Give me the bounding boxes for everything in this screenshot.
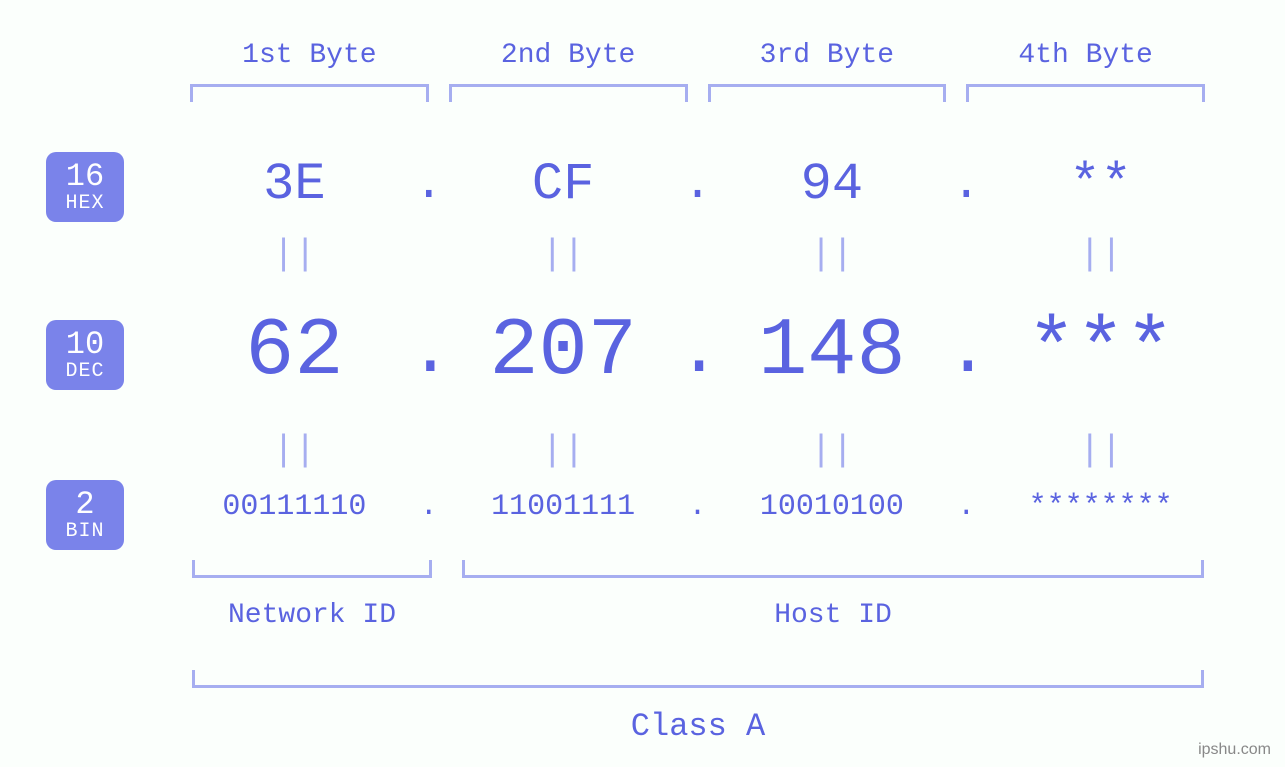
hex-byte-4: ** <box>986 155 1215 214</box>
host-id-bracket <box>462 560 1204 578</box>
bracket-byte-3 <box>708 84 947 102</box>
host-id-label: Host ID <box>462 600 1204 631</box>
hex-byte-1: 3E <box>180 155 409 214</box>
dec-byte-2: 207 <box>449 305 678 398</box>
bracket-byte-2 <box>449 84 688 102</box>
equals-icon: || <box>986 234 1215 275</box>
equals-icon: || <box>718 234 947 275</box>
ip-diagram: 1st Byte 2nd Byte 3rd Byte 4th Byte 16 H… <box>0 0 1285 767</box>
dot-separator: . <box>946 158 986 212</box>
network-id-bracket <box>192 560 432 578</box>
hex-badge-label: HEX <box>65 193 104 214</box>
bracket-byte-4 <box>966 84 1205 102</box>
byte-header-2: 2nd Byte <box>439 40 698 71</box>
hex-row: 3E . CF . 94 . ** <box>180 155 1215 214</box>
byte-header-4: 4th Byte <box>956 40 1215 71</box>
bin-badge-label: BIN <box>65 521 104 542</box>
hex-byte-3: 94 <box>718 155 947 214</box>
equals-icon: || <box>180 234 409 275</box>
dot-separator: . <box>946 311 986 393</box>
bin-byte-3: 10010100 <box>718 490 947 524</box>
byte-header-3: 3rd Byte <box>698 40 957 71</box>
equals-row-1: || || || || <box>180 234 1215 275</box>
dot-separator: . <box>946 490 986 524</box>
hex-byte-2: CF <box>449 155 678 214</box>
equals-row-2: || || || || <box>180 430 1215 471</box>
equals-icon: || <box>986 430 1215 471</box>
equals-icon: || <box>449 234 678 275</box>
byte-header-1: 1st Byte <box>180 40 439 71</box>
hex-badge-num: 16 <box>66 160 104 194</box>
class-bracket <box>192 670 1204 688</box>
watermark: ipshu.com <box>1198 741 1271 759</box>
bin-byte-4: ******** <box>986 490 1215 524</box>
dot-separator: . <box>678 311 718 393</box>
dec-badge-num: 10 <box>66 328 104 362</box>
dot-separator: . <box>409 158 449 212</box>
top-brackets <box>180 84 1215 102</box>
dot-separator: . <box>409 490 449 524</box>
dot-separator: . <box>409 311 449 393</box>
dot-separator: . <box>678 490 718 524</box>
bin-badge-num: 2 <box>75 488 94 522</box>
dec-row: 62 . 207 . 148 . *** <box>180 305 1215 398</box>
bin-byte-1: 00111110 <box>180 490 409 524</box>
equals-icon: || <box>180 430 409 471</box>
dec-byte-3: 148 <box>718 305 947 398</box>
dec-badge: 10 DEC <box>46 320 124 390</box>
bin-row: 00111110 . 11001111 . 10010100 . *******… <box>180 490 1215 524</box>
equals-icon: || <box>718 430 947 471</box>
dec-byte-1: 62 <box>180 305 409 398</box>
dot-separator: . <box>678 158 718 212</box>
hex-badge: 16 HEX <box>46 152 124 222</box>
class-label: Class A <box>192 708 1204 745</box>
bracket-byte-1 <box>190 84 429 102</box>
bin-badge: 2 BIN <box>46 480 124 550</box>
dec-badge-label: DEC <box>65 361 104 382</box>
network-id-label: Network ID <box>192 600 432 631</box>
dec-byte-4: *** <box>986 305 1215 398</box>
bin-byte-2: 11001111 <box>449 490 678 524</box>
equals-icon: || <box>449 430 678 471</box>
byte-header-row: 1st Byte 2nd Byte 3rd Byte 4th Byte <box>180 40 1215 71</box>
